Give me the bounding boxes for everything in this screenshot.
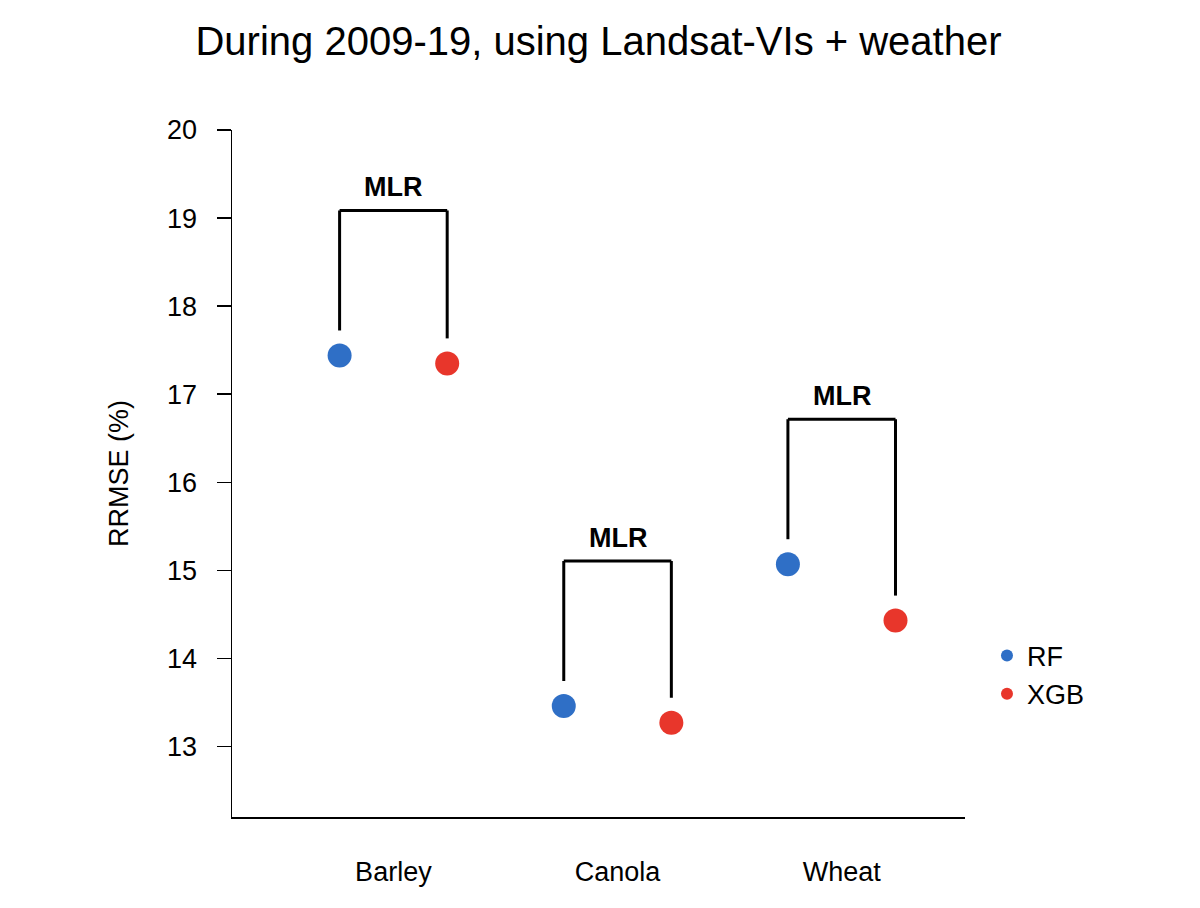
svg-text:MLR: MLR xyxy=(813,381,871,411)
svg-text:RF: RF xyxy=(1027,642,1063,672)
svg-text:14: 14 xyxy=(167,644,197,674)
svg-text:13: 13 xyxy=(167,732,197,762)
svg-text:RRMSE (%): RRMSE (%) xyxy=(104,400,134,547)
svg-text:Wheat: Wheat xyxy=(803,857,882,887)
svg-text:MLR: MLR xyxy=(589,523,647,553)
svg-text:18: 18 xyxy=(167,292,197,322)
svg-text:17: 17 xyxy=(167,380,197,410)
svg-text:15: 15 xyxy=(167,556,197,586)
svg-text:MLR: MLR xyxy=(364,172,422,202)
svg-text:Barley: Barley xyxy=(355,857,432,887)
svg-text:16: 16 xyxy=(167,468,197,498)
svg-text:19: 19 xyxy=(167,204,197,234)
svg-text:XGB: XGB xyxy=(1027,680,1084,710)
svg-text:20: 20 xyxy=(167,115,197,145)
svg-text:Canola: Canola xyxy=(575,857,662,887)
svg-text:During 2009-19, using Landsat-: During 2009-19, using Landsat-VIs + weat… xyxy=(195,19,1001,63)
